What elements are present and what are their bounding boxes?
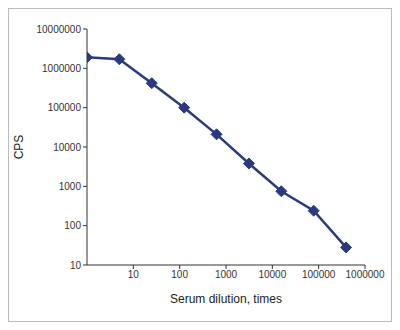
svg-text:100: 100 <box>171 269 188 280</box>
svg-text:10: 10 <box>128 269 140 280</box>
svg-text:1000000: 1000000 <box>346 269 385 280</box>
svg-text:1000000: 1000000 <box>42 63 81 74</box>
svg-text:10000: 10000 <box>258 269 286 280</box>
svg-text:100000: 100000 <box>302 269 336 280</box>
svg-text:CPS: CPS <box>12 135 26 160</box>
svg-text:1000: 1000 <box>215 269 238 280</box>
svg-text:100: 100 <box>64 220 81 231</box>
svg-text:10: 10 <box>70 260 82 271</box>
svg-text:10000000: 10000000 <box>37 24 82 35</box>
svg-text:1000: 1000 <box>59 181 82 192</box>
svg-text:10000: 10000 <box>53 142 81 153</box>
svg-text:Serum dilution, times: Serum dilution, times <box>170 292 282 306</box>
svg-text:100000: 100000 <box>48 102 82 113</box>
